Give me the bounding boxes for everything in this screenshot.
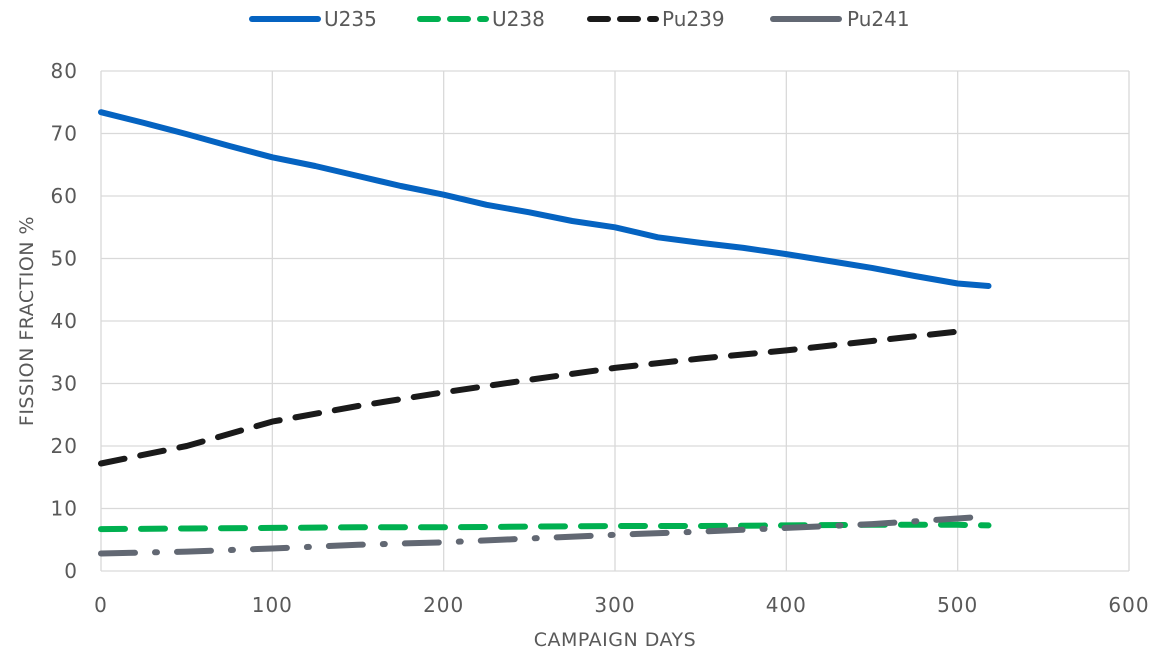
series-line-pu241 [98,513,987,557]
x-tick-label: 0 [94,593,108,617]
y-tick-label: 70 [51,122,78,146]
y-tick-label: 40 [51,309,78,333]
y-tick-label: 20 [51,434,78,458]
series-line-u238 [98,521,992,533]
y-tick-label: 60 [51,184,78,208]
series-lines [98,109,992,557]
x-tick-label: 300 [594,593,635,617]
x-tick-label: 400 [766,593,807,617]
y-tick-label: 80 [51,59,78,83]
legend-label-u235: U235 [324,7,377,31]
legend: U235 U238 Pu239 Pu241 [249,7,910,31]
legend-label-u238: U238 [492,7,545,31]
series-line-u235 [98,109,992,289]
series-line-pu239 [98,328,961,467]
x-tick-label: 500 [937,593,978,617]
x-axis-title: CAMPAIGN DAYS [534,629,696,651]
grid-lines [100,70,1130,572]
y-tick-label: 30 [51,372,78,396]
axes: 0 10 20 30 40 50 60 70 80 0 100 200 300 400 500 600 [51,59,1149,617]
y-axis-title: FISSION FRACTION % [16,216,38,426]
legend-label-pu241: Pu241 [847,7,910,31]
x-tick-label: 200 [423,593,464,617]
y-tick-label: 10 [51,497,78,521]
legend-label-pu239: Pu239 [662,7,725,31]
y-tick-label: 0 [64,559,78,583]
x-tick-label: 600 [1108,593,1149,617]
y-tick-label: 50 [51,247,78,271]
x-tick-label: 100 [252,593,293,617]
